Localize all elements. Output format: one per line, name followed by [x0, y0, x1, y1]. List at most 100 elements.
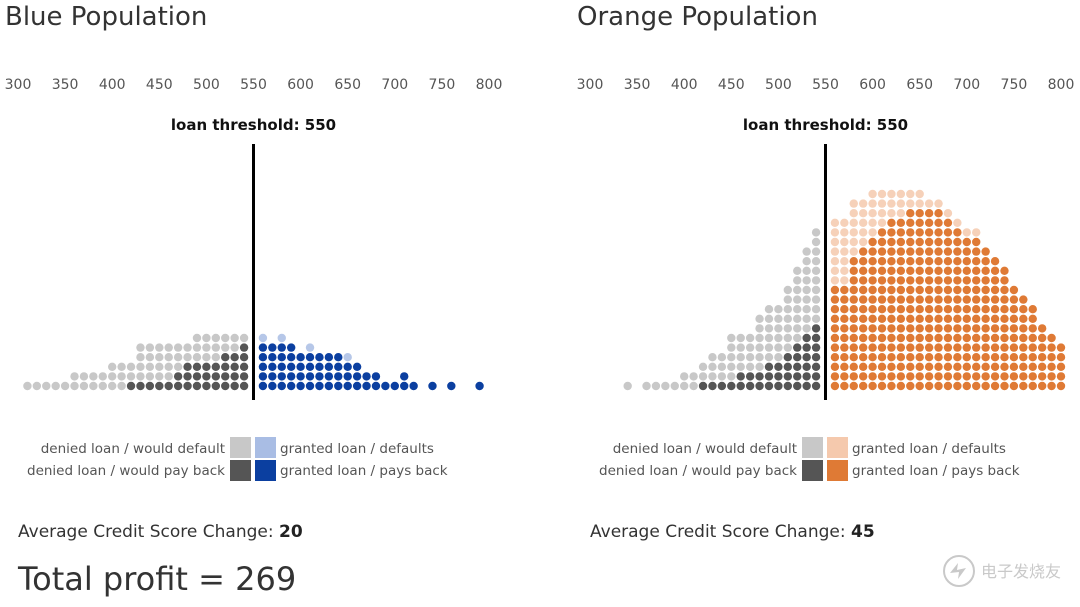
- dot-denied-would-default: [202, 343, 211, 352]
- dot-granted-defaults: [830, 218, 840, 227]
- dot-denied-would-default: [811, 247, 821, 256]
- dot-denied-would-default: [811, 314, 821, 323]
- dot-granted-defaults: [849, 247, 858, 256]
- dot-granted-pays-back: [849, 324, 858, 333]
- dot-granted-pays-back: [352, 362, 362, 371]
- dot-denied-would-default: [211, 333, 221, 343]
- dot-denied-would-default: [811, 295, 821, 304]
- dot-denied-would-pay-back: [774, 372, 783, 381]
- dot-granted-defaults: [972, 228, 981, 237]
- dot-granted-pays-back: [1000, 305, 1009, 314]
- dot-granted-pays-back: [1056, 381, 1066, 391]
- dot-granted-pays-back: [981, 314, 990, 323]
- dot-denied-would-default: [136, 372, 145, 381]
- dot-granted-pays-back: [858, 333, 868, 343]
- dot-granted-pays-back: [868, 353, 877, 362]
- dot-granted-pays-back: [981, 295, 990, 304]
- dot-granted-pays-back: [324, 362, 334, 371]
- average-credit-score-change: Average Credit Score Change: 45: [590, 522, 875, 542]
- dot-granted-pays-back: [840, 324, 849, 333]
- dot-denied-would-default: [230, 343, 239, 352]
- dot-granted-pays-back: [830, 314, 840, 323]
- dot-denied-would-default: [98, 372, 107, 381]
- dot-granted-pays-back: [1019, 362, 1028, 371]
- dot-denied-would-default: [774, 324, 783, 333]
- dot-granted-defaults: [868, 228, 877, 237]
- dot-granted-pays-back: [830, 362, 840, 371]
- x-tick-label: 450: [718, 77, 745, 93]
- dot-granted-defaults: [840, 276, 849, 285]
- dot-granted-pays-back: [840, 285, 849, 295]
- dot-granted-pays-back: [915, 362, 924, 371]
- dot-granted-pays-back: [1028, 381, 1037, 391]
- dot-denied-would-default: [764, 305, 774, 314]
- dot-granted-defaults: [277, 333, 286, 343]
- dot-granted-pays-back: [1019, 305, 1028, 314]
- dot-denied-would-pay-back: [192, 381, 202, 391]
- dot-granted-pays-back: [849, 295, 858, 304]
- orange-dot-histogram[interactable]: 300 350 400 450 500 550 600 650 700 750 800 loan th…: [572, 60, 1080, 405]
- dot-granted-pays-back: [840, 305, 849, 314]
- dot-granted-defaults: [840, 266, 849, 275]
- dot-denied-would-default: [783, 333, 793, 343]
- dot-granted-pays-back: [868, 324, 877, 333]
- dot-granted-pays-back: [1047, 353, 1056, 362]
- dot-granted-pays-back: [887, 257, 896, 266]
- dot-granted-pays-back: [877, 362, 887, 371]
- dot-granted-defaults: [849, 228, 858, 237]
- dot-granted-pays-back: [286, 353, 296, 362]
- dot-granted-defaults: [849, 237, 858, 247]
- dot-granted-pays-back: [858, 266, 868, 275]
- dot-granted-pays-back: [915, 372, 924, 381]
- dot-granted-pays-back: [877, 237, 887, 247]
- dot-denied-would-pay-back: [183, 372, 192, 381]
- dot-denied-would-default: [717, 372, 727, 381]
- dot-denied-would-pay-back: [802, 381, 811, 391]
- dot-granted-pays-back: [830, 333, 840, 343]
- dot-denied-would-default: [164, 372, 173, 381]
- dot-granted-pays-back: [877, 324, 887, 333]
- dot-granted-pays-back: [915, 381, 924, 391]
- dot-denied-would-pay-back: [811, 381, 821, 391]
- dot-granted-pays-back: [943, 218, 953, 227]
- blue-dot-histogram[interactable]: 300 350 400 450 500 550 600 650 700 750 800 loan th…: [0, 60, 540, 405]
- legend-swatch-granted-payback: [827, 460, 848, 481]
- avg-label: Average Credit Score Change:: [18, 522, 279, 542]
- dot-granted-pays-back: [371, 381, 381, 391]
- dot-granted-pays-back: [906, 353, 915, 362]
- dot-granted-pays-back: [315, 353, 324, 362]
- dot-granted-defaults: [877, 218, 887, 227]
- dot-denied-would-pay-back: [698, 381, 708, 391]
- dot-granted-pays-back: [400, 381, 409, 391]
- dot-denied-would-default: [211, 343, 221, 352]
- dot-granted-pays-back: [896, 295, 906, 304]
- dot-granted-pays-back: [962, 372, 971, 381]
- dot-granted-pays-back: [877, 285, 887, 295]
- dot-granted-pays-back: [934, 381, 943, 391]
- dot-denied-would-default: [802, 305, 811, 314]
- dot-granted-pays-back: [858, 247, 868, 256]
- dot-denied-would-pay-back: [783, 381, 793, 391]
- dot-granted-pays-back: [972, 247, 981, 256]
- dot-granted-pays-back: [887, 276, 896, 285]
- dot-granted-pays-back: [962, 285, 971, 295]
- dot-granted-pays-back: [953, 362, 962, 371]
- dot-granted-pays-back: [830, 295, 840, 304]
- dot-denied-would-default: [145, 343, 155, 352]
- dot-granted-pays-back: [858, 285, 868, 295]
- legend-granted-default-label: granted loan / defaults: [852, 441, 1006, 457]
- dot-granted-defaults: [915, 189, 924, 199]
- dot-denied-would-default: [51, 381, 60, 391]
- dot-denied-would-pay-back: [802, 362, 811, 371]
- dot-granted-pays-back: [840, 353, 849, 362]
- dot-denied-would-default: [155, 372, 164, 381]
- dot-granted-pays-back: [924, 333, 934, 343]
- dot-denied-would-pay-back: [202, 381, 211, 391]
- dot-granted-pays-back: [858, 372, 868, 381]
- dot-denied-would-default: [755, 333, 764, 343]
- dot-granted-pays-back: [268, 372, 277, 381]
- dot-granted-pays-back: [858, 276, 868, 285]
- dot-granted-pays-back: [877, 276, 887, 285]
- dot-granted-pays-back: [953, 285, 962, 295]
- dot-denied-would-default: [774, 305, 783, 314]
